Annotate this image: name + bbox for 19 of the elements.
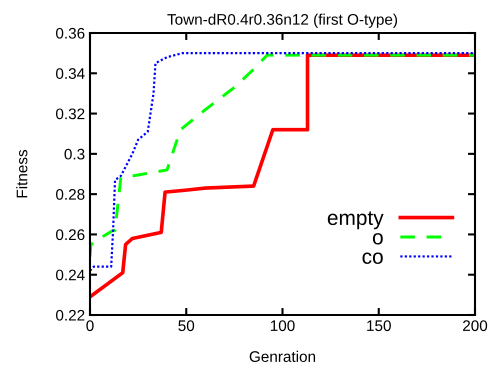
legend-label: empty — [328, 211, 384, 230]
x-tick-label: 0 — [86, 320, 94, 332]
x-tick-label: 200 — [463, 320, 488, 332]
legend-label: co — [362, 252, 383, 264]
x-axis-title: Genration — [250, 350, 316, 362]
x-tick-label: 150 — [367, 320, 391, 332]
y-axis-title: Fitness — [16, 150, 28, 198]
y-tick-label: 0.3 — [64, 148, 84, 160]
y-tick-label: 0.22 — [56, 310, 84, 321]
x-tick-label: 50 — [178, 320, 194, 332]
legend-label: o — [372, 233, 383, 245]
y-tick-label: 0.36 — [56, 28, 84, 39]
chart-title: Town-dR0.4r0.36n12 (first O-type) — [167, 14, 398, 28]
y-tick-label: 0.24 — [56, 270, 85, 280]
y-tick-label: 0.34 — [56, 68, 85, 79]
y-tick-label: 0.28 — [56, 189, 84, 200]
y-tick-label: 0.32 — [56, 108, 84, 120]
x-tick-label: 100 — [270, 320, 295, 332]
y-tick-label: 0.26 — [56, 229, 84, 240]
